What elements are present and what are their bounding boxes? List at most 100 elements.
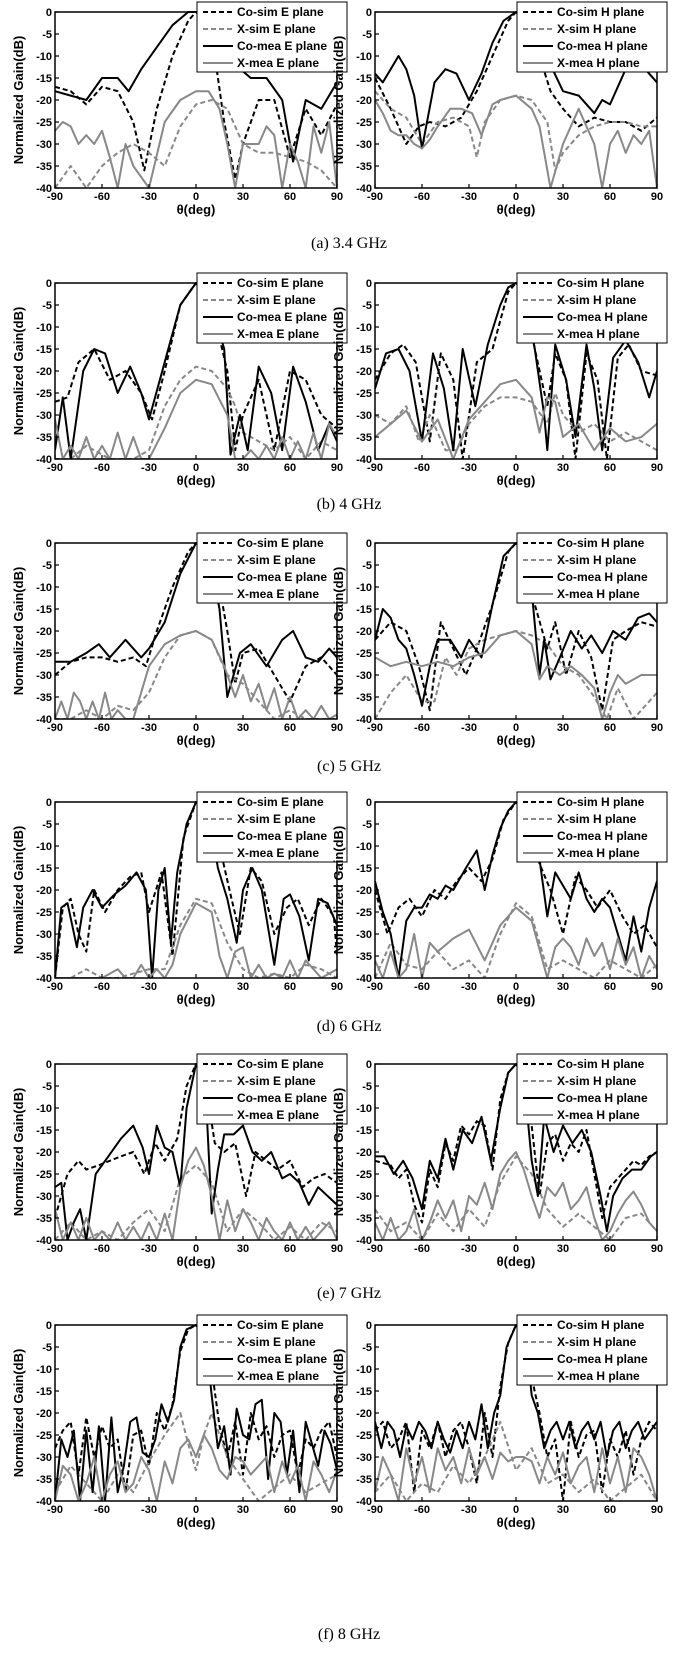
y-tick-label: -10 xyxy=(356,841,372,853)
legend: Co-sim H plane X-sim H plane Co-mea H plan… xyxy=(516,791,668,863)
y-axis-label: Normalized Gain(dB) xyxy=(331,826,346,955)
y-tick-label: -10 xyxy=(36,322,52,334)
legend-entry: Co-sim E plane xyxy=(237,1318,324,1332)
x-tick-label: 0 xyxy=(513,1504,519,1516)
legend-entry: X-mea E plane xyxy=(237,327,319,341)
x-tick-label: 60 xyxy=(604,191,616,203)
legend-box xyxy=(516,791,668,863)
y-tick-label: -35 xyxy=(356,951,372,963)
x-tick-label: 0 xyxy=(513,191,519,203)
x-tick-label: 30 xyxy=(237,981,249,993)
x-tick-label: 30 xyxy=(237,462,249,474)
x-tick-label: -30 xyxy=(461,1504,477,1516)
legend-entry: X-sim H plane xyxy=(557,1074,637,1088)
y-tick-label: -15 xyxy=(356,863,372,875)
chart-c-right: -90 -60 -30 0 30 60 90 0 -5 -10 -15 -20 -25 -30 -35 -40… xyxy=(331,532,668,748)
y-axis-label: Normalized Gain(dB) xyxy=(331,36,346,165)
series-line xyxy=(375,90,657,172)
legend-entry: Co-sim H plane xyxy=(557,536,645,550)
legend-box xyxy=(516,1314,668,1386)
y-tick-label: -40 xyxy=(356,714,372,726)
x-tick-label: -60 xyxy=(94,1243,110,1255)
x-tick-label: 60 xyxy=(284,722,296,734)
y-tick-label: -25 xyxy=(356,648,372,660)
x-tick-label: -60 xyxy=(94,981,110,993)
series-line xyxy=(55,378,337,459)
x-tick-label: 60 xyxy=(604,1504,616,1516)
x-tick-label: 0 xyxy=(193,191,199,203)
chart-e-right: -90 -60 -30 0 30 60 90 0 -5 -10 -15 -20 -25 -30 -35 -40… xyxy=(331,1053,668,1269)
legend-entry: Co-sim E plane xyxy=(237,795,324,809)
x-tick-label: 30 xyxy=(237,1504,249,1516)
y-tick-label: -35 xyxy=(36,1474,52,1486)
chart-a-right: -90 -60 -30 0 30 60 90 0 -5 -10 -15 -20 -25 -30 -35 -40… xyxy=(331,1,668,217)
legend-entry: X-sim E plane xyxy=(237,293,316,307)
legend-entry: X-mea E plane xyxy=(237,587,319,601)
y-tick-label: -5 xyxy=(362,1081,372,1093)
series-line xyxy=(375,1447,657,1501)
x-tick-label: 90 xyxy=(651,191,663,203)
x-axis-label: θ(deg) xyxy=(177,992,216,1007)
x-axis-label: θ(deg) xyxy=(177,473,216,488)
y-tick-label: -40 xyxy=(36,183,52,195)
y-tick-label: 0 xyxy=(46,538,52,550)
x-axis-label: θ(deg) xyxy=(177,202,216,217)
y-tick-label: -25 xyxy=(36,648,52,660)
y-tick-label: -15 xyxy=(36,344,52,356)
legend-entry: Co-sim H plane xyxy=(557,276,645,290)
x-tick-label: 60 xyxy=(604,1243,616,1255)
y-tick-label: -35 xyxy=(36,432,52,444)
legend-entry: X-sim E plane xyxy=(237,1335,316,1349)
x-tick-label: -30 xyxy=(461,462,477,474)
y-tick-label: -15 xyxy=(356,344,372,356)
legend-entry: Co-sim H plane xyxy=(557,795,645,809)
legend-entry: X-mea H plane xyxy=(557,1369,640,1383)
subfigure-caption: (a) 3.4 GHz xyxy=(311,235,387,252)
y-tick-label: -5 xyxy=(362,1342,372,1354)
y-tick-label: -15 xyxy=(36,863,52,875)
legend: Co-sim H plane X-sim H plane Co-mea H plan… xyxy=(516,532,668,604)
legend: Co-sim E plane X-sim E plane Co-mea E plan… xyxy=(196,272,348,344)
x-axis-label: θ(deg) xyxy=(177,1254,216,1269)
x-axis-label: θ(deg) xyxy=(177,1515,216,1530)
y-axis-label: Normalized Gain(dB) xyxy=(11,826,26,955)
y-tick-label: -40 xyxy=(36,973,52,985)
legend-entry: X-mea H plane xyxy=(557,1108,640,1122)
y-tick-label: -20 xyxy=(36,626,52,638)
y-tick-label: -20 xyxy=(36,95,52,107)
y-tick-label: -5 xyxy=(42,29,52,41)
legend-entry: X-sim E plane xyxy=(237,1074,316,1088)
series-line xyxy=(375,378,657,459)
y-tick-label: -10 xyxy=(356,582,372,594)
x-tick-label: -60 xyxy=(414,1504,430,1516)
x-tick-label: 90 xyxy=(651,981,663,993)
y-tick-label: -10 xyxy=(36,582,52,594)
y-axis-label: Normalized Gain(dB) xyxy=(331,1088,346,1217)
legend: Co-sim E plane X-sim E plane Co-mea E plan… xyxy=(196,791,348,863)
y-tick-label: -10 xyxy=(356,1364,372,1376)
y-tick-label: -15 xyxy=(36,73,52,85)
x-tick-label: 60 xyxy=(604,722,616,734)
y-tick-label: 0 xyxy=(366,538,372,550)
y-tick-label: -10 xyxy=(356,51,372,63)
y-tick-label: -30 xyxy=(36,139,52,151)
y-tick-label: -20 xyxy=(356,366,372,378)
legend-entry: X-sim H plane xyxy=(557,293,637,307)
y-tick-label: -10 xyxy=(36,51,52,63)
y-tick-label: -5 xyxy=(42,300,52,312)
legend-entry: X-sim E plane xyxy=(237,553,316,567)
y-axis-label: Normalized Gain(dB) xyxy=(11,1088,26,1217)
y-tick-label: -30 xyxy=(356,1452,372,1464)
x-tick-label: -60 xyxy=(94,722,110,734)
x-tick-label: -90 xyxy=(47,191,63,203)
series-line xyxy=(55,1324,337,1494)
legend: Co-sim H plane X-sim H plane Co-mea H plan… xyxy=(516,1053,668,1125)
y-tick-label: -25 xyxy=(356,117,372,129)
legend-entry: X-mea E plane xyxy=(237,1108,319,1122)
x-tick-label: 0 xyxy=(193,1243,199,1255)
y-tick-label: -5 xyxy=(42,560,52,572)
series-line xyxy=(375,1151,657,1240)
x-tick-label: 0 xyxy=(193,1504,199,1516)
chart-f-left: -90 -60 -30 0 30 60 90 0 -5 -10 -15 -20 -25 -30 -35 -40… xyxy=(11,1314,348,1530)
legend: Co-sim E plane X-sim E plane Co-mea E plan… xyxy=(196,1053,348,1125)
